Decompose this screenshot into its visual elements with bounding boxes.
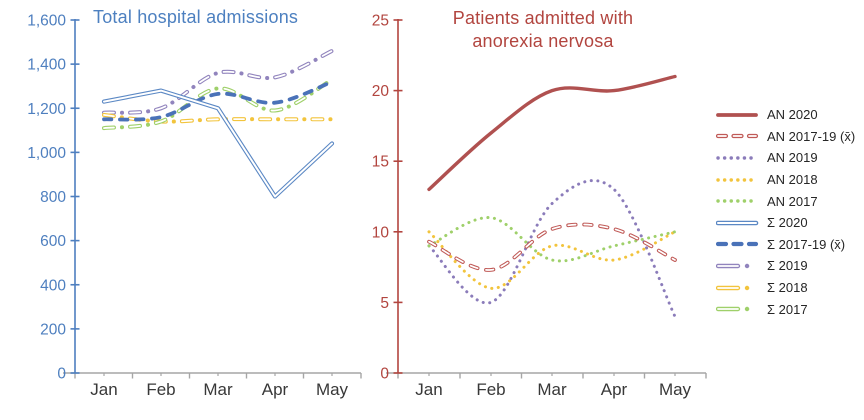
x-tick-label: May (316, 380, 349, 399)
chart-title-anorexia: Patients admitted with anorexia nervosa (452, 8, 634, 51)
x-tick-label: Apr (601, 380, 628, 399)
legend-item-an-2017: AN 2017 (716, 190, 855, 212)
legend-marker-sigma-2020 (716, 220, 759, 226)
series-line-inner-sigma-2018 (103, 114, 333, 123)
x-tick-label: Jan (415, 380, 442, 399)
legend-marker-an-2018 (716, 177, 758, 182)
y-tick-label: 20 (372, 83, 390, 100)
legend-label-sigma-2019: Σ 2019 (767, 258, 808, 274)
y-tick-label: 200 (40, 321, 66, 338)
legend-marker-sigma-mean (716, 242, 759, 247)
y-tick-label: 25 (372, 13, 389, 30)
legend-marker-an-mean (716, 134, 759, 139)
series-line-inner-an-mean (428, 223, 676, 271)
legend-item-an-2018: AN 2018 (716, 169, 855, 191)
y-tick-label: 0 (380, 366, 389, 383)
series-line-sigma-mean (102, 79, 334, 122)
series-line-an-2019 (427, 179, 677, 318)
legend-label-an-2020: AN 2020 (767, 107, 818, 123)
y-tick-label: 800 (40, 189, 66, 206)
legend-label-sigma-mean: Σ 2017-19 (x̄) (767, 236, 846, 252)
legend-item-sigma-mean: Σ 2017-19 (x̄) (716, 234, 855, 256)
x-tick-label: Feb (476, 380, 505, 399)
y-tick-label: 1,600 (27, 13, 66, 30)
series-line-an-2017 (427, 216, 677, 263)
legend-marker-sigma-2017 (716, 306, 759, 312)
legend-item-an-2019: AN 2019 (716, 147, 855, 169)
chart-title-total-admissions: Total hospital admissions (93, 7, 299, 27)
y-tick-label: 15 (372, 154, 389, 171)
legend-label-an-2018: AN 2018 (767, 172, 818, 188)
legend-marker-an-2019 (716, 156, 758, 160)
x-tick-label: Mar (537, 380, 567, 399)
x-tick-label: May (659, 380, 692, 399)
legend-label-sigma-2018: Σ 2018 (767, 280, 808, 296)
series-line-sigma-2020 (101, 88, 335, 199)
y-tick-label: 1,200 (27, 101, 66, 118)
y-tick-label: 1,400 (27, 57, 66, 74)
legend-label-sigma-2020: Σ 2020 (767, 215, 808, 231)
y-tick-label: 5 (380, 295, 389, 312)
x-tick-label: Mar (203, 380, 233, 399)
legend-item-an-2020: AN 2020 (716, 104, 855, 126)
y-tick-label: 1,000 (27, 145, 66, 162)
x-tick-label: Jan (90, 380, 117, 399)
series-line-an-2020 (427, 74, 677, 192)
series-line-an-2018 (427, 230, 677, 290)
legend-marker-sigma-2019 (716, 263, 759, 269)
legend-label-an-2019: AN 2019 (767, 150, 818, 166)
series-line-sigma-2017 (102, 77, 334, 131)
legend-marker-sigma-2018 (716, 285, 759, 290)
series-line-inner-sigma-2020 (103, 89, 333, 198)
y-tick-label: 600 (40, 233, 66, 250)
legend-item-sigma-2019: Σ 2019 (716, 255, 855, 277)
legend-item-sigma-2018: Σ 2018 (716, 277, 855, 299)
legend-marker-an-2020 (716, 112, 758, 117)
y-tick-label: 10 (372, 224, 390, 241)
legend-item-sigma-2020: Σ 2020 (716, 212, 855, 234)
y-tick-label: 0 (57, 366, 66, 383)
legend-label-an-2017: AN 2017 (767, 193, 818, 209)
series-line-sigma-2019 (102, 48, 334, 115)
y-tick-label: 400 (40, 277, 66, 294)
legend-label-an-mean: AN 2017-19 (x̄) (767, 128, 856, 144)
chart-legend: AN 2020 AN 2017-19 (x̄) AN 2019 AN 2018 AN 2… (716, 104, 855, 320)
x-tick-label: Apr (262, 380, 289, 399)
x-tick-label: Feb (146, 380, 175, 399)
legend-marker-an-2017 (716, 199, 758, 203)
legend-item-sigma-2017: Σ 2017 (716, 298, 855, 320)
legend-item-an-mean: AN 2017-19 (x̄) (716, 126, 855, 148)
legend-label-sigma-2017: Σ 2017 (767, 301, 808, 317)
